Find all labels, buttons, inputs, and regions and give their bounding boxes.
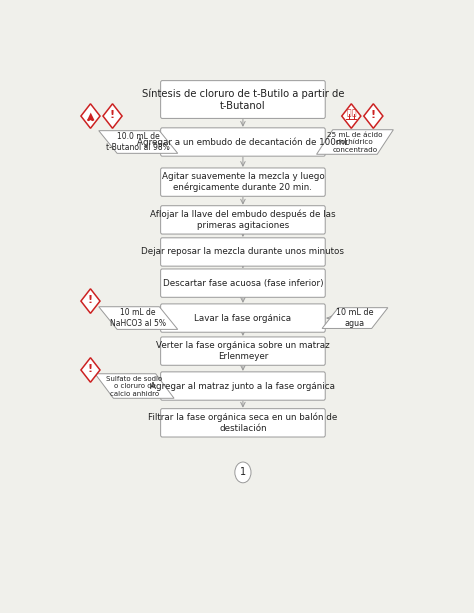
Text: Aflojar la llave del embudo después de las
primeras agitaciones: Aflojar la llave del embudo después de l… [150,210,336,230]
Text: Filtrar la fase orgánica seca en un balón de
destilación: Filtrar la fase orgánica seca en un baló… [148,413,337,433]
Text: !: ! [88,295,93,305]
Text: Síntesis de cloruro de t-Butilo a partir de
t-Butanol: Síntesis de cloruro de t-Butilo a partir… [142,88,344,111]
Polygon shape [81,358,100,383]
Text: 10.0 mL de
t-Butanol al 98%: 10.0 mL de t-Butanol al 98% [106,132,170,152]
FancyBboxPatch shape [161,81,325,118]
Text: !: ! [110,110,115,120]
Text: ●: ● [87,118,90,122]
FancyBboxPatch shape [161,409,325,437]
Polygon shape [342,104,361,128]
Polygon shape [81,289,100,313]
Polygon shape [99,131,178,153]
Text: Dejar reposar la mezcla durante unos minutos: Dejar reposar la mezcla durante unos min… [141,248,345,256]
FancyBboxPatch shape [161,238,325,266]
Text: 1: 1 [240,467,246,478]
Text: 25 mL de ácido
clorhídrico
concentrado: 25 mL de ácido clorhídrico concentrado [327,132,383,153]
Text: ⌒: ⌒ [346,109,351,117]
Text: ●: ● [91,118,94,122]
Text: ▲: ▲ [87,111,94,121]
Text: !: ! [88,364,93,374]
Polygon shape [364,104,383,128]
FancyBboxPatch shape [161,168,325,196]
Polygon shape [322,308,388,329]
Polygon shape [95,374,174,398]
Polygon shape [317,130,393,154]
Text: Verter la fase orgánica sobre un matraz
Erlenmeyer: Verter la fase orgánica sobre un matraz … [156,341,330,361]
FancyBboxPatch shape [161,337,325,365]
Polygon shape [81,104,100,128]
Text: ⌒: ⌒ [352,109,356,117]
Text: 10 mL de
NaHCO3 al 5%: 10 mL de NaHCO3 al 5% [110,308,166,328]
Polygon shape [103,104,122,128]
Text: 10 mL de
agua: 10 mL de agua [336,308,374,328]
Text: Descartar fase acuosa (fase inferior): Descartar fase acuosa (fase inferior) [163,279,323,287]
Text: Agitar suavemente la mezcla y luego
enérgicamente durante 20 min.: Agitar suavemente la mezcla y luego enér… [162,172,324,192]
Text: Lavar la fase orgánica: Lavar la fase orgánica [194,314,292,322]
Circle shape [235,462,251,483]
Text: Sulfato de sodio
o cloruro de
calcio anhidro: Sulfato de sodio o cloruro de calcio anh… [107,376,163,397]
FancyBboxPatch shape [161,372,325,400]
Text: !: ! [371,110,376,120]
Text: Agregar a un embudo de decantación de 100mL: Agregar a un embudo de decantación de 10… [137,137,349,147]
FancyBboxPatch shape [161,304,325,332]
FancyBboxPatch shape [161,269,325,297]
Polygon shape [99,306,178,329]
FancyBboxPatch shape [161,128,325,156]
FancyBboxPatch shape [161,206,325,234]
Text: Agregar al matraz junto a la fase orgánica: Agregar al matraz junto a la fase orgáni… [150,381,336,390]
